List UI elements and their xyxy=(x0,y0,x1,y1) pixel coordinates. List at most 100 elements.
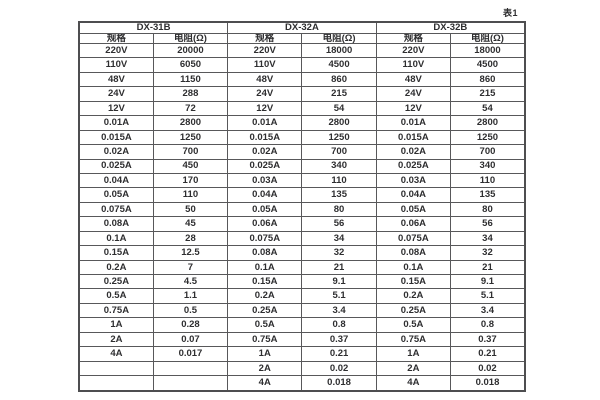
table-cell: 80 xyxy=(301,201,377,218)
table-cell: 3.4 xyxy=(301,302,377,319)
table-cell: 0.25A xyxy=(78,273,154,290)
table-cell: 860 xyxy=(301,71,377,88)
table-cell: 0.2A xyxy=(227,288,303,304)
table-cell: 0.04A xyxy=(375,187,452,203)
table-cell: 450 xyxy=(152,158,229,174)
table-row: 0.75A 0.5 0.25A 3.4 0.25A 3.4 xyxy=(78,302,526,319)
table-cell: 0.017 xyxy=(152,346,229,362)
table-cell: 0.02 xyxy=(450,360,526,377)
table-row: 0.075A 50 0.05A 80 0.05A 80 xyxy=(78,201,526,218)
table-cell: 1A xyxy=(227,346,303,362)
resistance-spec-table: DX-31B DX-32A DX-32B 规格 电阻(Ω) 规格 电阻(Ω) 规… xyxy=(78,21,526,392)
table-cell: 2A xyxy=(375,360,452,377)
table-row: 110V 6050 110V 4500 110V 4500 xyxy=(78,57,526,73)
table-cell: 220V xyxy=(227,42,303,59)
table-cell: 1250 xyxy=(152,129,229,146)
table-row: 0.25A 4.5 0.15A 9.1 0.15A 9.1 xyxy=(78,273,526,290)
table-cell: 0.05A xyxy=(227,201,303,218)
table-cell: 0.8 xyxy=(301,317,377,333)
table-cell: 0.37 xyxy=(450,331,526,348)
table-cell: 32 xyxy=(301,245,377,261)
table-cell: 0.1A xyxy=(375,259,452,276)
table-cell: 18000 xyxy=(301,42,377,59)
table-cell: 0.15A xyxy=(227,273,303,290)
table-cell: 0.28 xyxy=(152,317,229,333)
column-header-spec: 规格 xyxy=(78,32,154,44)
table-cell: 0.75A xyxy=(227,331,303,348)
table-cell: 1250 xyxy=(301,129,377,146)
table-cell: 48V xyxy=(375,71,452,88)
table-cell xyxy=(78,360,154,377)
table-row: 48V 1150 48V 860 48V 860 xyxy=(78,71,526,88)
table-cell: 4A xyxy=(78,346,154,362)
table-cell: 0.15A xyxy=(375,273,452,290)
table-row: 4A 0.017 1A 0.21 1A 0.21 xyxy=(78,346,526,362)
table-cell: 0.75A xyxy=(78,302,154,319)
table-cell: 12V xyxy=(375,100,452,117)
table-cell: 0.2A xyxy=(375,288,452,304)
table-cell: 5.1 xyxy=(450,288,526,304)
column-header-spec: 规格 xyxy=(227,32,303,44)
table-cell: 0.06A xyxy=(375,216,452,232)
table-cell: 0.07 xyxy=(152,331,229,348)
table-cell: 0.02 xyxy=(301,360,377,377)
table-cell: 0.37 xyxy=(301,331,377,348)
table-cell: 220V xyxy=(78,42,154,59)
table-cell: 110 xyxy=(301,172,377,189)
table-cell: 56 xyxy=(301,216,377,232)
table-cell: 4A xyxy=(375,375,452,392)
table-cell: 0.2A xyxy=(78,259,154,276)
table-cell: 0.018 xyxy=(301,375,377,392)
table-cell: 0.03A xyxy=(227,172,303,189)
table-cell: 2800 xyxy=(152,115,229,131)
table-cell: 700 xyxy=(301,144,377,160)
column-header-spec: 规格 xyxy=(375,32,452,44)
table-row: 0.05A 110 0.04A 135 0.04A 135 xyxy=(78,187,526,203)
table-cell: 0.02A xyxy=(78,144,154,160)
table-cell: 12V xyxy=(78,100,154,117)
table-cell: 2A xyxy=(78,331,154,348)
table-cell: 2800 xyxy=(450,115,526,131)
table-cell: 21 xyxy=(301,259,377,276)
table-cell: 0.05A xyxy=(78,187,154,203)
column-header-resistance: 电阻(Ω) xyxy=(450,32,526,44)
table-cell: 0.1A xyxy=(78,230,154,247)
table-cell: 34 xyxy=(301,230,377,247)
table-cell: 1150 xyxy=(152,71,229,88)
table-cell: 0.05A xyxy=(375,201,452,218)
table-cell: 0.08A xyxy=(78,216,154,232)
table-row: 0.5A 1.1 0.2A 5.1 0.2A 5.1 xyxy=(78,288,526,304)
spec-table-body: 220V 20000 220V 18000 220V 18000 110V 6050 110V 4… xyxy=(78,42,526,392)
table-cell: 4500 xyxy=(301,57,377,73)
table-cell: 700 xyxy=(152,144,229,160)
table-row: 2A 0.02 2A 0.02 xyxy=(78,360,526,377)
table-cell: 0.015A xyxy=(375,129,452,146)
table-cell: 0.04A xyxy=(227,187,303,203)
table-cell: 72 xyxy=(152,100,229,117)
table-cell: 0.075A xyxy=(227,230,303,247)
table-cell: 24V xyxy=(375,86,452,102)
table-cell: 0.08A xyxy=(375,245,452,261)
table-cell: 110 xyxy=(450,172,526,189)
table-cell: 0.04A xyxy=(78,172,154,189)
group-header-dx32a: DX-32A xyxy=(227,21,377,34)
table-cell: 4.5 xyxy=(152,273,229,290)
table-cell xyxy=(152,360,229,377)
table-caption: 表1 xyxy=(502,8,518,18)
table-cell: 0.02A xyxy=(227,144,303,160)
table-cell: 18000 xyxy=(450,42,526,59)
table-cell: 48V xyxy=(78,71,154,88)
table-cell: 54 xyxy=(301,100,377,117)
table-cell: 220V xyxy=(375,42,452,59)
table-row: 0.2A 7 0.1A 21 0.1A 21 xyxy=(78,259,526,276)
table-row: 24V 288 24V 215 24V 215 xyxy=(78,86,526,102)
group-header-dx32b: DX-32B xyxy=(375,21,526,34)
table-cell: 0.015A xyxy=(227,129,303,146)
table-cell: 0.01A xyxy=(227,115,303,131)
table-cell: 0.015A xyxy=(78,129,154,146)
table-cell: 0.25A xyxy=(375,302,452,319)
table-cell: 135 xyxy=(301,187,377,203)
table-cell: 56 xyxy=(450,216,526,232)
table-cell: 24V xyxy=(78,86,154,102)
table-cell: 2800 xyxy=(301,115,377,131)
